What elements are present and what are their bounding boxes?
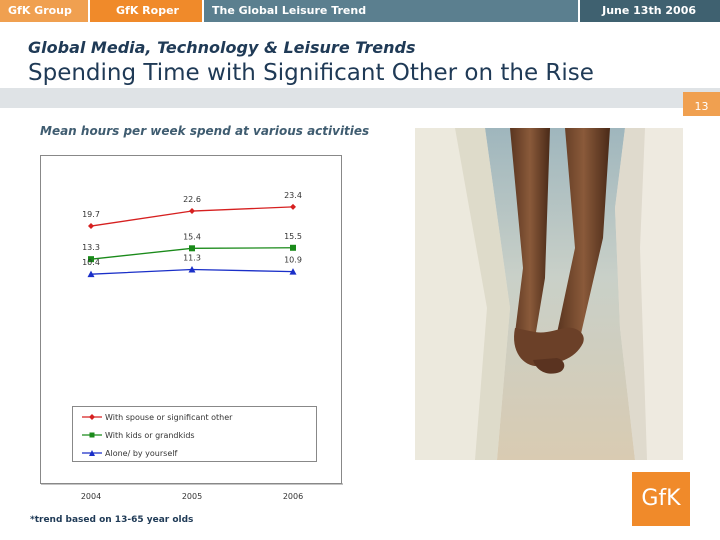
data-label-kids: 15.5 [284, 232, 302, 241]
holding-hands-photo [415, 128, 683, 460]
legend-label-alone: Alone/ by yourself [105, 449, 178, 458]
data-point-alone [87, 270, 95, 278]
holding-hands-illustration [415, 128, 683, 460]
slide-title: Spending Time with Significant Other on … [28, 60, 594, 86]
tab-global-leisure-trend[interactable]: The Global Leisure Trend [204, 0, 578, 22]
legend-label-kids: With kids or grandkids [105, 431, 195, 440]
data-label-kids: 13.3 [82, 243, 100, 252]
data-point-kids [290, 244, 296, 251]
data-label-alone: 10.4 [82, 258, 100, 267]
x-tick-label: 2005 [182, 492, 202, 501]
top-navigation-bar: GfK Group GfK Roper The Global Leisure T… [0, 0, 720, 22]
chart-title: Mean hours per week spend at various act… [40, 124, 370, 138]
data-point-kids [88, 256, 94, 263]
line-chart: 2004 2005 2006 19.7 22.6 23.4 13.3 15.4 15.5 10.4… [41, 191, 343, 501]
slide-subtitle: Global Media, Technology & Leisure Trend… [28, 38, 416, 57]
legend-label-spouse: With spouse or significant other [105, 413, 233, 422]
page-number: 13 [683, 92, 720, 116]
data-point-alone [188, 266, 196, 273]
legend-marker-alone [82, 450, 102, 456]
data-point-spouse [189, 208, 195, 215]
header-date: June 13th 2006 [580, 0, 720, 22]
data-point-kids [189, 245, 195, 252]
gfk-logo-text: GfK [641, 486, 681, 511]
gfk-logo: GfK [632, 472, 690, 526]
tab-gfk-group[interactable]: GfK Group [0, 0, 88, 22]
data-point-spouse [290, 203, 296, 210]
data-point-spouse [88, 223, 94, 230]
legend-marker-spouse [82, 414, 102, 420]
x-tick-label: 2006 [283, 492, 303, 501]
x-tick-label: 2004 [81, 492, 101, 501]
data-label-spouse: 23.4 [284, 191, 302, 200]
data-label-kids: 15.4 [183, 232, 201, 241]
legend-marker-kids [82, 432, 102, 438]
title-band [0, 88, 720, 108]
data-label-alone: 11.3 [183, 254, 201, 263]
tab-gfk-roper[interactable]: GfK Roper [90, 0, 202, 22]
data-label-spouse: 22.6 [183, 195, 201, 204]
data-label-spouse: 19.7 [82, 210, 100, 219]
footnote: *trend based on 13-65 year olds [30, 515, 194, 525]
chart-legend: With spouse or significant other With ki… [72, 406, 317, 462]
chart-frame: 2004 2005 2006 19.7 22.6 23.4 13.3 15.4 15.5 10.4… [40, 155, 343, 501]
data-label-alone: 10.9 [284, 256, 302, 265]
data-point-alone [289, 268, 297, 275]
